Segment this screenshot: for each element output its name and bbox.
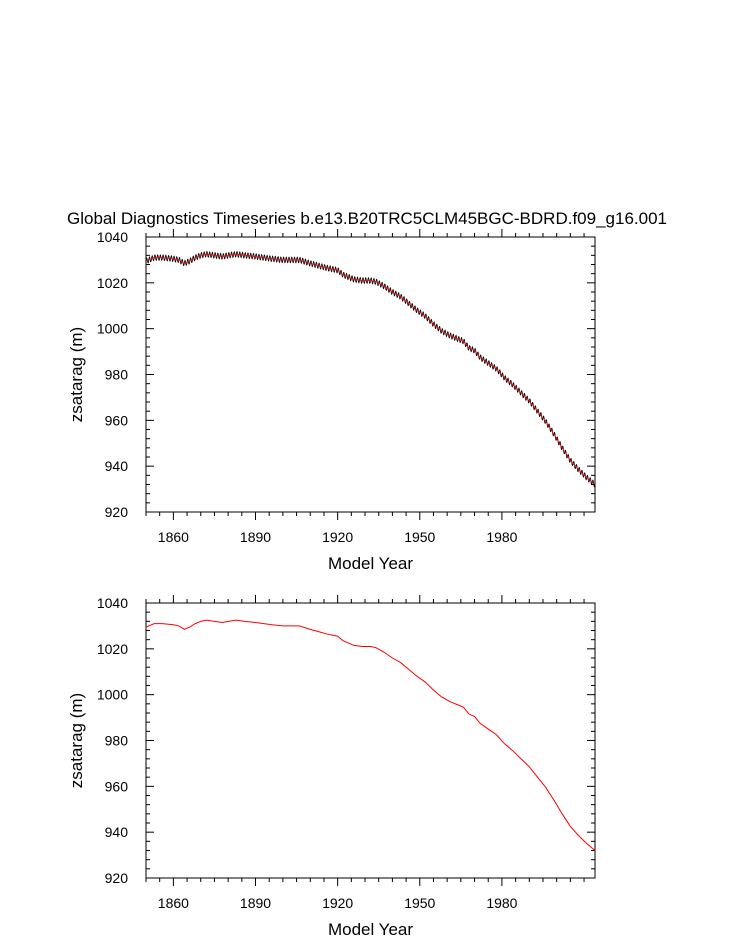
top-panel: 920 940 960 980 1000 1020 1040 1860 1890 1920 1950… (67, 229, 596, 573)
x-tick-label: 1890 (240, 895, 271, 911)
y-tick-label: 1020 (97, 641, 128, 657)
annual-mean-series-line (145, 619, 596, 851)
x-tick-label: 1980 (486, 895, 517, 911)
x-tick-label: 1980 (486, 529, 517, 545)
x-axis-label: Model Year (328, 554, 413, 573)
chart-title: Global Diagnostics Timeseries b.e13.B20T… (67, 209, 667, 228)
y-tick-label: 1000 (97, 321, 128, 337)
x-tick-label: 1950 (404, 529, 435, 545)
x-tick-label: 1920 (322, 895, 353, 911)
x-tick-label: 1950 (404, 895, 435, 911)
y-axis-label: zsatarag (m) (67, 327, 86, 422)
y-tick-label: 960 (105, 412, 129, 428)
y-tick-label: 980 (105, 367, 129, 383)
y-tick-label: 960 (105, 778, 129, 794)
y-tick-label: 1020 (97, 275, 128, 291)
annual-mean-overlay-line (145, 253, 596, 485)
x-tick-label: 1920 (322, 529, 353, 545)
y-axis-label: zsatarag (m) (67, 693, 86, 788)
y-tick-label: 940 (105, 824, 129, 840)
x-tick-label: 1860 (158, 529, 189, 545)
y-tick-label: 1040 (97, 229, 128, 245)
bottom-panel: 920 940 960 980 1000 1020 1040 1860 1890 1920 1950… (67, 595, 596, 939)
y-tick-label: 920 (105, 870, 129, 886)
y-tick-label: 920 (105, 504, 129, 520)
x-axis-label: Model Year (328, 920, 413, 939)
x-tick-label: 1890 (240, 529, 271, 545)
y-tick-label: 940 (105, 458, 129, 474)
y-tick-label: 980 (105, 733, 129, 749)
y-tick-label: 1040 (97, 595, 128, 611)
x-tick-label: 1860 (158, 895, 189, 911)
y-tick-label: 1000 (97, 687, 128, 703)
